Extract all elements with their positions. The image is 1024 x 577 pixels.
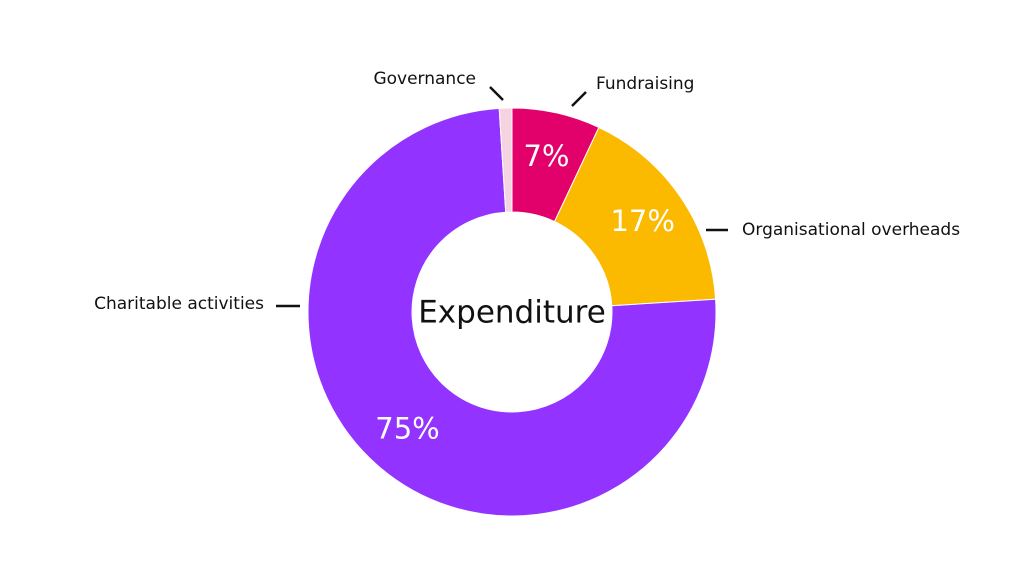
value-label: 75%	[375, 412, 439, 446]
chart-title: Expenditure	[418, 295, 606, 331]
slice	[553, 126, 717, 307]
value-label: 7%	[523, 139, 569, 173]
leader-line	[571, 91, 587, 107]
slice	[498, 107, 513, 213]
leader-line	[489, 86, 504, 101]
slice	[307, 107, 717, 517]
category-label: Governance	[373, 69, 476, 89]
slices	[307, 107, 717, 517]
category-label: Charitable activities	[94, 294, 264, 314]
category-label: Organisational overheads	[742, 220, 960, 240]
value-label: 17%	[610, 204, 674, 238]
category-label: Fundraising	[596, 74, 694, 94]
